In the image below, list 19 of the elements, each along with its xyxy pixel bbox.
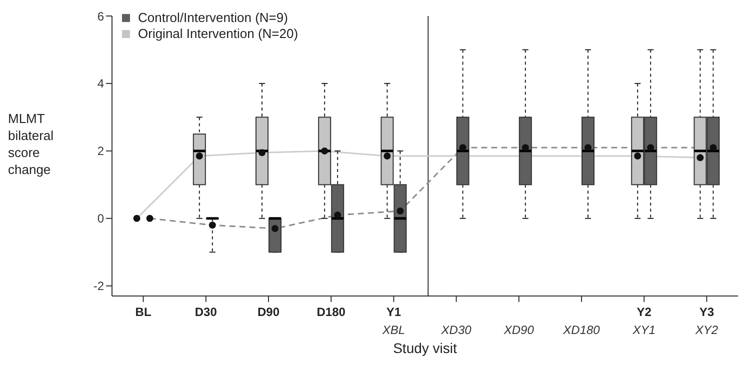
x-axis-title: Study visit xyxy=(392,340,458,356)
y-axis-title: MLMT bilateral score change xyxy=(8,110,55,178)
y-tick-label: 6 xyxy=(97,9,104,24)
x-tick-label: Y2 XY1 xyxy=(632,305,656,337)
x-tick-label: XD90 xyxy=(502,323,534,337)
y-tick-label: 2 xyxy=(97,144,104,158)
x-tick-label: BL xyxy=(135,305,152,319)
legend-label: Original Intervention (N=20) xyxy=(138,26,298,42)
x-tick-label: XD30 xyxy=(440,323,472,337)
x-tick-label: D180 xyxy=(316,305,346,319)
x-tick-label: Y3 XY2 xyxy=(694,305,718,337)
x-tick-label: D30 xyxy=(194,305,218,319)
y-tick-label: 4 xyxy=(97,76,104,91)
x-tick-label: Y1 XBL xyxy=(381,305,406,337)
x-tick-label: XD180 xyxy=(562,323,600,337)
x-tick-label: D90 xyxy=(257,305,280,319)
legend-label: Control/Intervention (N=9) xyxy=(138,10,288,26)
y-tick-label: 0 xyxy=(97,212,104,226)
y-tick-label: -2 xyxy=(93,279,104,294)
